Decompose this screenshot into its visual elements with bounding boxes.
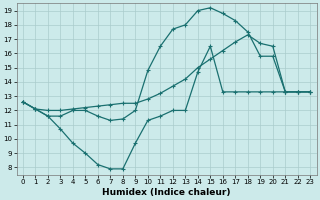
X-axis label: Humidex (Indice chaleur): Humidex (Indice chaleur) [102, 188, 231, 197]
